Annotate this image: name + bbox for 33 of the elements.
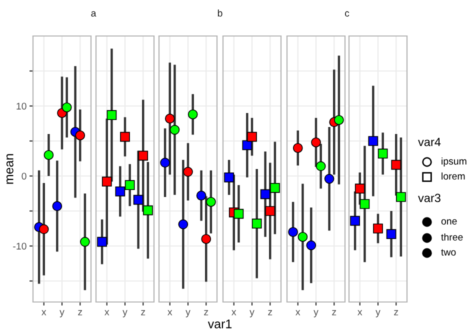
x-tick-label: z — [332, 310, 336, 316]
text: two — [441, 249, 456, 256]
text: three — [441, 233, 463, 241]
text: ipsum — [442, 157, 466, 167]
y-tick-label: -10 — [13, 242, 26, 250]
chart-title: b — [218, 9, 222, 17]
x-tick-label: z — [78, 310, 82, 316]
y-tick-label: 0 — [22, 172, 26, 180]
x-tick-label: x — [168, 310, 172, 316]
text: var3 — [418, 194, 440, 202]
chart-title: c — [344, 11, 350, 17]
text: lorem — [442, 172, 465, 180]
x-tick-label: y — [250, 310, 254, 318]
x-tick-label: z — [141, 310, 146, 316]
x-axis-title: var1 — [208, 320, 232, 328]
chart-title: a — [91, 11, 96, 17]
x-tick-label: x — [232, 310, 236, 316]
text: var4 — [418, 138, 441, 146]
x-tick-label: y — [60, 310, 64, 318]
x-tick-label: y — [314, 310, 318, 318]
x-tick-label: x — [104, 310, 110, 316]
y-tick-label: 10 — [16, 102, 26, 110]
x-tick-label: y — [376, 310, 380, 318]
x-tick-label: x — [358, 310, 362, 316]
x-tick-label: x — [296, 310, 300, 316]
x-tick-label: z — [394, 310, 398, 316]
x-tick-label: x — [42, 310, 46, 316]
x-tick-label: y — [122, 310, 128, 318]
text: one — [441, 219, 457, 225]
x-tick-label: z — [204, 310, 208, 316]
y-axis-title: mean — [6, 154, 14, 184]
x-tick-label: y — [186, 310, 190, 318]
x-tick-label: z — [268, 310, 272, 316]
